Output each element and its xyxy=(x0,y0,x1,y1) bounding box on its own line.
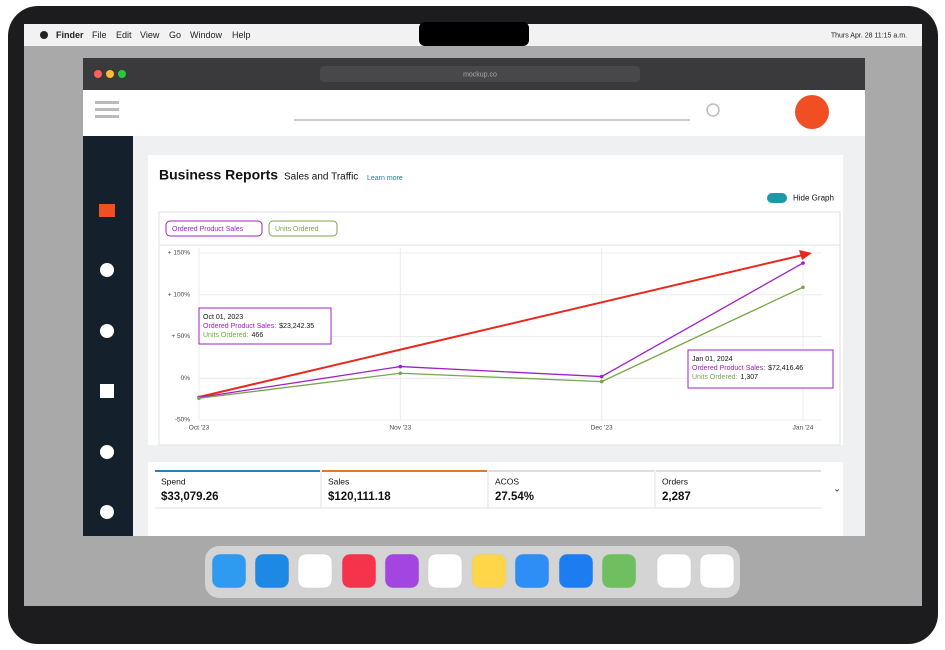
data-point xyxy=(599,374,604,379)
minimize-button[interactable] xyxy=(106,70,114,78)
user-icon[interactable] xyxy=(100,263,114,277)
menu-item[interactable]: Edit xyxy=(116,30,132,40)
zoom-button[interactable] xyxy=(118,70,126,78)
dock-icon[interactable] xyxy=(471,553,507,589)
reports-icon[interactable] xyxy=(100,384,114,398)
apple-logo[interactable] xyxy=(40,31,48,39)
hamburger[interactable] xyxy=(95,101,119,118)
y-tick-label: -50% xyxy=(175,417,190,424)
dock-icon[interactable] xyxy=(427,553,463,589)
x-tick-label: Nov '23 xyxy=(389,425,411,432)
metric-label[interactable]: Sales xyxy=(328,476,349,486)
report-title: Business Reports xyxy=(159,167,278,183)
dock-icon[interactable] xyxy=(601,553,637,589)
metric-value: $120,111.18 xyxy=(328,491,391,503)
tooltip xyxy=(687,349,834,389)
metrics-card xyxy=(148,462,843,536)
report-subtitle: Sales and Traffic xyxy=(284,172,358,183)
menu-app[interactable]: Finder xyxy=(56,30,84,40)
metric-label[interactable]: Spend xyxy=(161,476,186,486)
menu-item[interactable]: File xyxy=(92,30,107,40)
data-point xyxy=(801,285,805,290)
star-icon[interactable] xyxy=(100,324,114,338)
menu-item[interactable]: View xyxy=(140,30,160,40)
series-line xyxy=(198,286,804,399)
x-tick-label: Dec '23 xyxy=(591,425,613,432)
chart-frame xyxy=(158,211,841,446)
settings-icon[interactable] xyxy=(100,505,114,519)
legend-label: Ordered Product Sales xyxy=(172,226,244,233)
graph-toggle[interactable] xyxy=(767,193,787,203)
dock-icon[interactable] xyxy=(699,553,735,589)
x-tick-label: Oct '23 xyxy=(189,425,210,432)
metric-label[interactable]: ACOS xyxy=(495,476,519,486)
tooltip-date: Jan 01, 2024 xyxy=(692,356,733,363)
metric-top-border xyxy=(656,470,821,472)
search-icon[interactable] xyxy=(706,103,720,117)
expand-metrics[interactable]: ⌄ xyxy=(833,483,841,493)
series-line xyxy=(198,262,804,399)
toggle-label: Hide Graph xyxy=(793,194,834,203)
dock-icon[interactable] xyxy=(656,553,692,589)
data-point xyxy=(197,396,201,401)
close-button[interactable] xyxy=(94,70,102,78)
y-tick-label: 0% xyxy=(181,375,191,382)
data-point xyxy=(398,364,403,369)
app-logo[interactable] xyxy=(795,95,829,129)
dock-icon[interactable] xyxy=(384,553,420,589)
tooltip-units: Units Ordered: 466 xyxy=(203,332,263,339)
dock-icon[interactable] xyxy=(254,553,290,589)
dock-icon[interactable] xyxy=(297,553,333,589)
x-tick-label: Jan '24 xyxy=(793,425,814,432)
dock-icon[interactable] xyxy=(341,553,377,589)
dock-icon[interactable] xyxy=(211,553,247,589)
address-bar[interactable] xyxy=(320,66,640,82)
tooltip-units: Units Ordered: 1,307 xyxy=(692,374,758,381)
tooltip xyxy=(198,307,332,345)
menu-clock: Thurs Apr. 28 11:15 a.m. xyxy=(831,32,907,39)
notch xyxy=(419,22,529,46)
home-icon[interactable] xyxy=(99,204,115,217)
dock-icon[interactable] xyxy=(514,553,550,589)
learn-more[interactable]: Learn more xyxy=(367,175,403,182)
metric-value: 2,287 xyxy=(662,491,691,503)
menu-item[interactable]: Window xyxy=(190,30,223,40)
menu-item[interactable]: Help xyxy=(232,30,251,40)
trend-arrow xyxy=(198,254,804,398)
metric-label[interactable]: Orders xyxy=(662,476,688,486)
bell-icon[interactable] xyxy=(100,445,114,459)
metric-value: 27.54% xyxy=(495,491,534,503)
app-header xyxy=(83,90,865,136)
legend-label: Units Ordered xyxy=(275,226,319,233)
metric-top-border xyxy=(322,470,487,472)
tooltip-sales: Ordered Product Sales: $72,416.46 xyxy=(692,365,803,372)
report-card xyxy=(148,155,843,445)
metric-top-border xyxy=(489,470,654,472)
legend-chip[interactable] xyxy=(268,220,338,237)
y-tick-label: + 100% xyxy=(168,291,190,298)
metric-value: $33,079.26 xyxy=(161,491,219,503)
trend-arrowhead xyxy=(799,250,812,260)
y-tick-label: + 50% xyxy=(171,333,190,340)
y-tick-label: + 150% xyxy=(168,250,190,257)
url: mockup.co xyxy=(463,71,497,78)
dock-icon[interactable] xyxy=(558,553,594,589)
data-point xyxy=(398,371,403,376)
metric-top-border xyxy=(155,470,320,472)
data-point xyxy=(599,379,604,384)
tooltip-date: Oct 01, 2023 xyxy=(203,314,243,321)
data-point xyxy=(801,261,805,265)
tooltip-sales: Ordered Product Sales: $23,242.35 xyxy=(203,323,314,330)
legend-chip[interactable] xyxy=(165,220,263,237)
menu-item[interactable]: Go xyxy=(169,30,181,40)
